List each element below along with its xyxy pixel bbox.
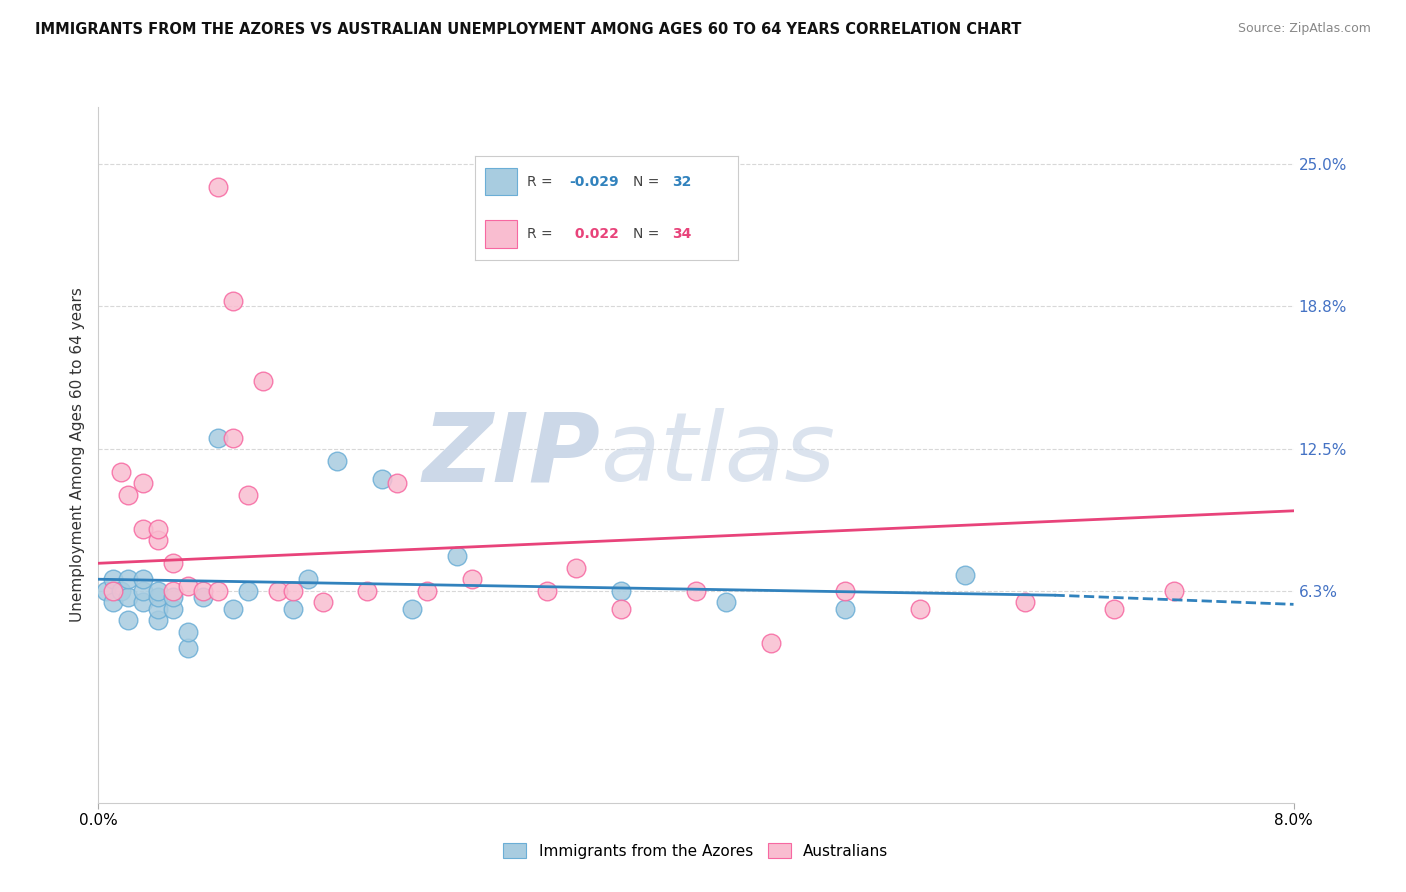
Point (103, 583, 125, 598)
Point (162, 556, 184, 570)
Point (222, 431, 245, 445)
Point (162, 602, 184, 616)
Point (834, 602, 856, 616)
Point (177, 640, 200, 655)
Point (162, 583, 184, 598)
Point (207, 431, 229, 445)
Point (117, 591, 139, 605)
Point (610, 583, 633, 598)
Point (759, 636, 782, 650)
Point (401, 602, 423, 616)
Point (461, 572, 484, 586)
Point (714, 595, 737, 609)
Point (908, 602, 931, 616)
Legend: Immigrants from the Azores, Australians: Immigrants from the Azores, Australians (498, 837, 894, 864)
Point (148, 583, 170, 598)
Point (371, 472, 394, 486)
Point (236, 583, 259, 598)
Point (1014, 595, 1036, 609)
Point (162, 591, 184, 605)
Point (117, 613, 139, 627)
Point (1102, 602, 1125, 616)
Point (117, 572, 139, 586)
Point (110, 465, 132, 479)
Point (207, 180, 229, 194)
Text: atlas: atlas (600, 409, 835, 501)
Point (446, 549, 468, 564)
Point (148, 522, 170, 536)
Point (281, 602, 304, 616)
Point (222, 293, 245, 308)
Point (281, 583, 304, 598)
Point (191, 583, 214, 598)
Point (685, 583, 707, 598)
Point (311, 595, 333, 609)
Point (385, 476, 409, 491)
Point (117, 488, 139, 502)
Point (1163, 583, 1185, 598)
Point (356, 583, 378, 598)
Point (132, 522, 155, 536)
Point (148, 602, 170, 616)
Point (222, 602, 245, 616)
Point (326, 453, 349, 467)
Point (416, 583, 439, 598)
Point (252, 374, 274, 388)
Point (207, 583, 229, 598)
Point (103, 572, 125, 586)
Point (132, 572, 155, 586)
Point (297, 572, 319, 586)
Point (148, 591, 170, 605)
Point (103, 595, 125, 609)
Y-axis label: Unemployment Among Ages 60 to 64 years: Unemployment Among Ages 60 to 64 years (69, 287, 84, 623)
Point (132, 476, 155, 491)
Text: Source: ZipAtlas.com: Source: ZipAtlas.com (1237, 22, 1371, 36)
Point (177, 624, 200, 639)
Point (267, 583, 290, 598)
Point (177, 579, 200, 593)
Point (953, 567, 976, 582)
Text: ZIP: ZIP (422, 409, 600, 501)
Point (132, 595, 155, 609)
Point (110, 583, 132, 598)
Point (94, 583, 117, 598)
Point (148, 533, 170, 548)
Point (565, 561, 588, 575)
Point (132, 583, 155, 598)
Text: IMMIGRANTS FROM THE AZORES VS AUSTRALIAN UNEMPLOYMENT AMONG AGES 60 TO 64 YEARS : IMMIGRANTS FROM THE AZORES VS AUSTRALIAN… (35, 22, 1022, 37)
Point (834, 583, 856, 598)
Point (236, 488, 259, 502)
Point (191, 591, 214, 605)
Point (610, 602, 633, 616)
Point (148, 613, 170, 627)
Point (536, 583, 558, 598)
